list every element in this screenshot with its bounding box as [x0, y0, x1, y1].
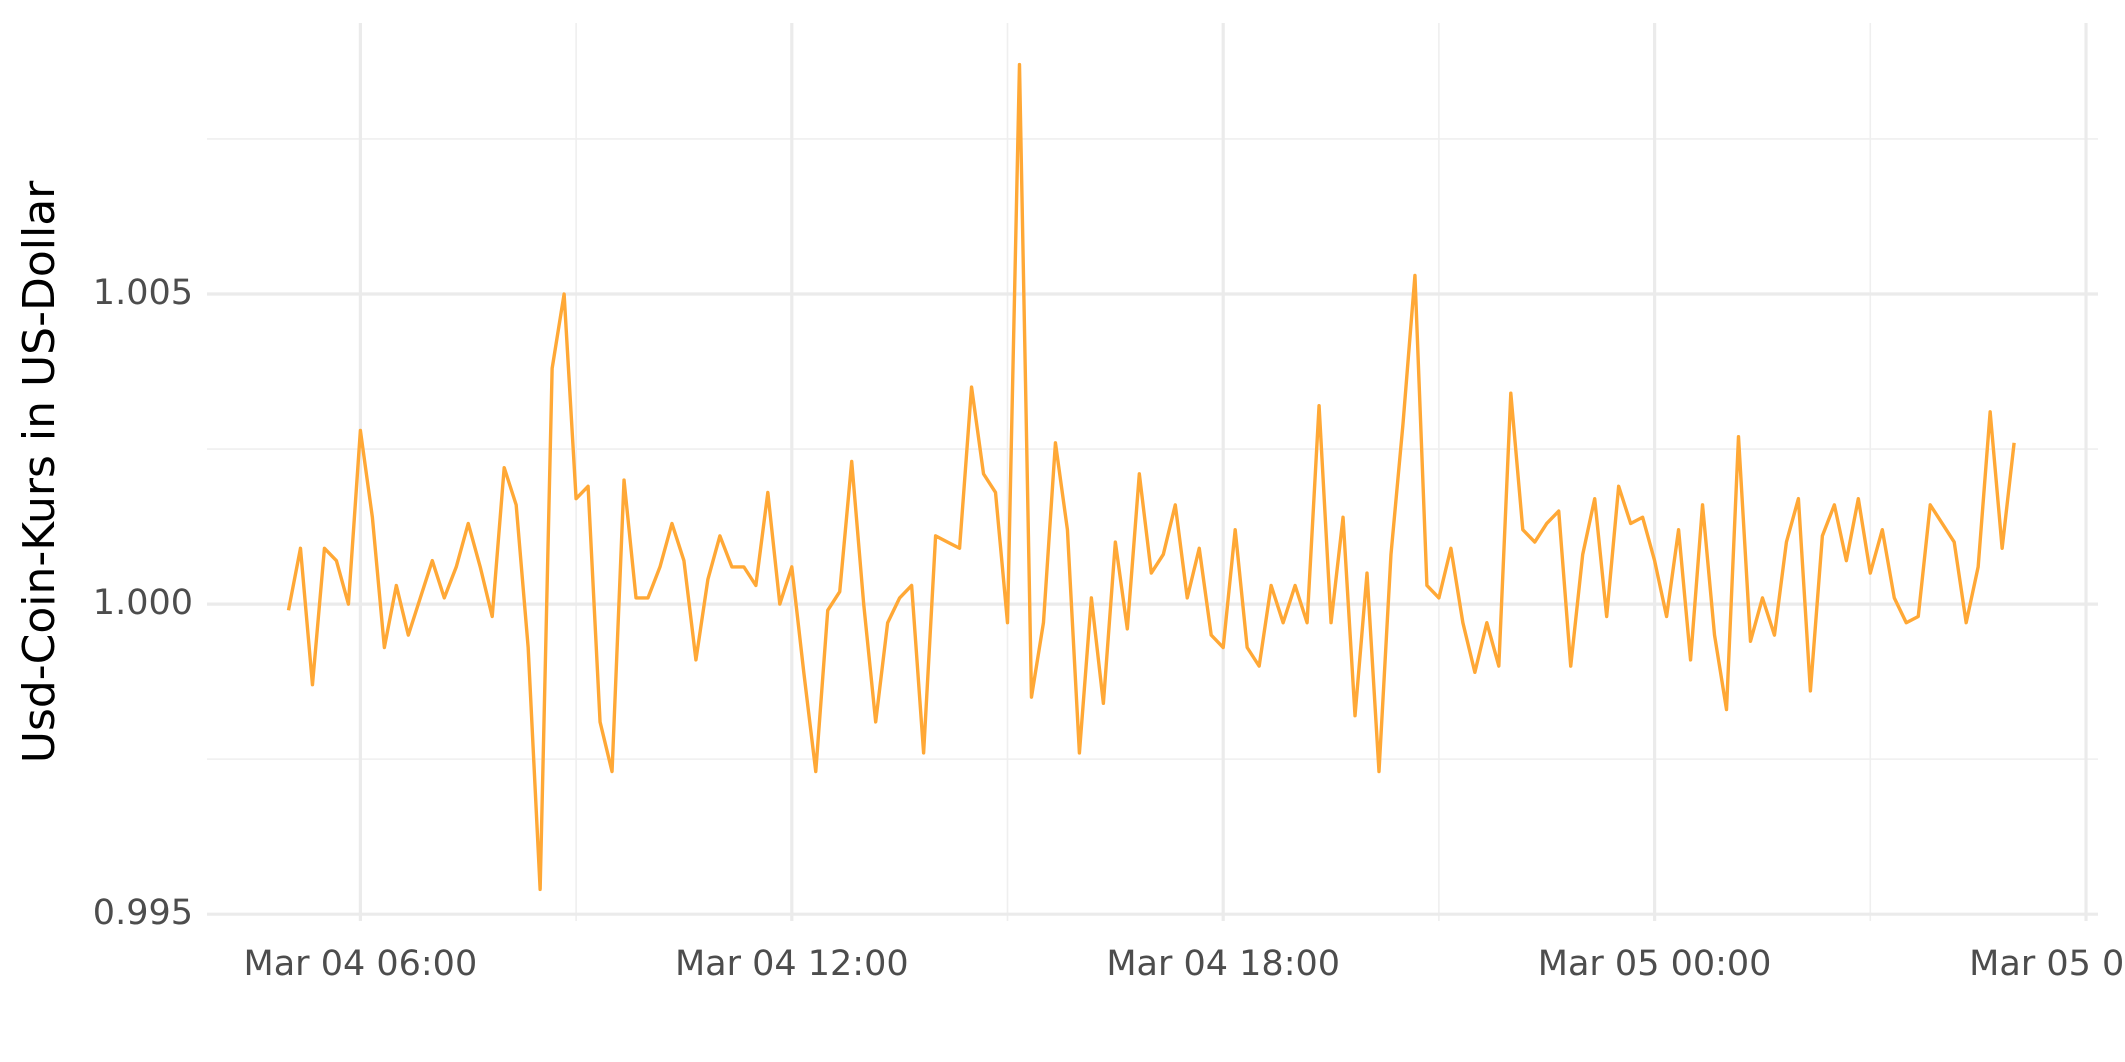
x-tick-label: Mar 05 00:00: [1538, 944, 1772, 984]
y-axis-title: Usd-Coin-Kurs in US-Dollar: [14, 180, 65, 763]
line-series: [286, 62, 2016, 892]
y-tick-label: 1.000: [93, 583, 193, 623]
y-tick-label: 1.005: [93, 273, 193, 313]
x-tick-label: Mar 05 06:00: [1969, 944, 2125, 984]
x-tick-label: Mar 04 12:00: [675, 944, 909, 984]
y-tick-label: 0.995: [93, 893, 193, 933]
x-tick-label: Mar 04 18:00: [1106, 944, 1340, 984]
x-tick-label: Mar 04 06:00: [244, 944, 478, 984]
